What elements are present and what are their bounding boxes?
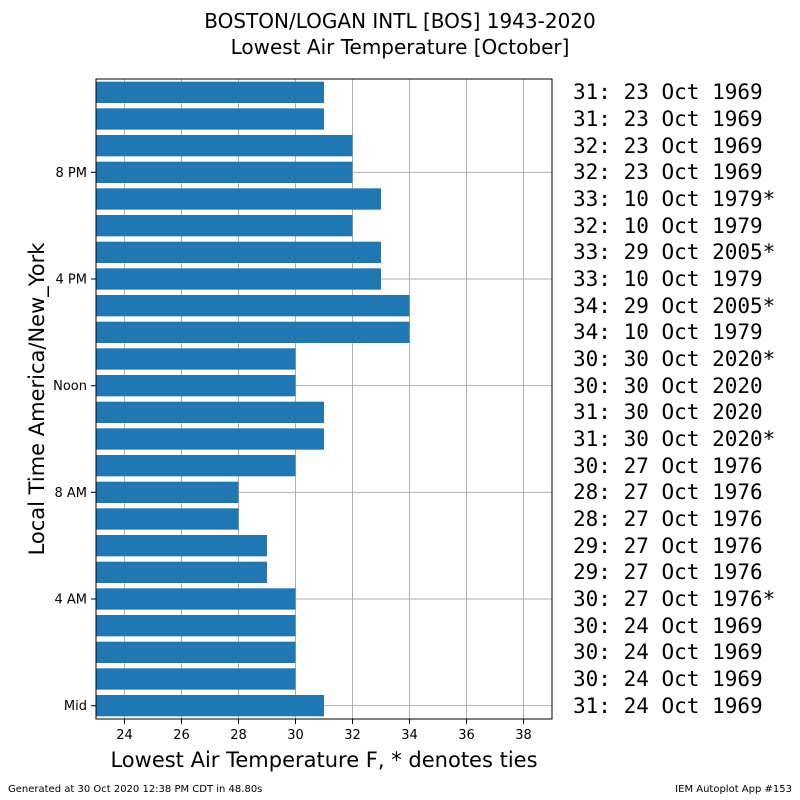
bar (96, 401, 324, 423)
bar (96, 215, 353, 237)
bar (96, 321, 410, 343)
bar (96, 615, 296, 637)
bar (96, 188, 381, 210)
x-tick-label: 36 (458, 728, 475, 743)
annotation-line: 32: 10 Oct 1979 (573, 213, 763, 238)
bar (96, 241, 381, 263)
bar (96, 348, 296, 370)
bar (96, 81, 324, 103)
x-tick-label: 28 (230, 728, 247, 743)
annotation-line: 34: 10 Oct 1979 (573, 320, 763, 345)
annotation-line: 33: 10 Oct 1979* (573, 187, 776, 211)
y-axis-label: Local Time America/New_York (25, 242, 50, 556)
x-axis-label: Lowest Air Temperature F, * denotes ties (110, 748, 537, 772)
annotation-line: 31: 23 Oct 1969 (573, 80, 763, 105)
bar (96, 295, 410, 317)
bar (96, 135, 353, 157)
annotation-line: 32: 23 Oct 1969 (573, 133, 763, 158)
footer-app: IEM Autoplot App #153 (675, 784, 792, 795)
annotation-line: 30: 24 Oct 1969 (573, 640, 763, 665)
bar (96, 161, 353, 183)
bar (96, 695, 324, 717)
annotation-line: 33: 29 Oct 2005* (573, 240, 776, 265)
annotation-line: 31: 23 Oct 1969 (573, 107, 763, 131)
bar (96, 481, 239, 503)
y-tick-label: 8 AM (54, 486, 87, 501)
bar (96, 508, 239, 530)
bar (96, 375, 296, 397)
annotation-line: 33: 10 Oct 1979 (573, 267, 763, 291)
y-tick-label: 8 PM (56, 166, 87, 181)
chart-subtitle: Lowest Air Temperature [October] (230, 35, 570, 59)
bars (96, 81, 410, 717)
bar (96, 641, 296, 663)
bar (96, 268, 381, 290)
x-tick-label: 24 (116, 728, 133, 743)
annotation-line: 30: 30 Oct 2020 (573, 373, 763, 398)
bar (96, 668, 296, 690)
annotation-line: 30: 24 Oct 1969 (573, 667, 763, 691)
chart-title: BOSTON/LOGAN INTL [BOS] 1943-2020 (204, 9, 596, 33)
plot-frame (95, 78, 553, 720)
annotation-line: 32: 23 Oct 1969 (573, 160, 763, 185)
y-tick-label: 4 AM (54, 593, 87, 608)
annotation-line: 29: 27 Oct 1976 (573, 560, 763, 585)
bar (96, 561, 267, 583)
annotation-line: 30: 30 Oct 2020* (573, 347, 776, 371)
y-tick-label: Noon (53, 379, 87, 394)
annotation-line: 28: 27 Oct 1976 (573, 480, 763, 505)
x-tick-label: 38 (515, 728, 532, 743)
y-tick-label: Mid (64, 699, 87, 714)
bar (96, 588, 296, 610)
annotation-line: 30: 24 Oct 1969 (573, 613, 763, 638)
bar (96, 455, 296, 477)
y-tick-label: 4 PM (56, 273, 87, 288)
annotation-line: 29: 27 Oct 1976 (573, 533, 763, 558)
annotation-line: 31: 24 Oct 1969 (573, 693, 763, 718)
annotation-line: 34: 29 Oct 2005* (573, 293, 776, 318)
bar (96, 428, 324, 450)
footer-generated: Generated at 30 Oct 2020 12:38 PM CDT in… (8, 784, 263, 795)
annotation-line: 31: 30 Oct 2020 (573, 400, 763, 425)
annotation-line: 30: 27 Oct 1976 (573, 453, 763, 478)
bar (96, 535, 267, 557)
x-tick-label: 34 (401, 728, 418, 743)
annotation-line: 31: 30 Oct 2020* (573, 427, 776, 451)
annotation-line: 28: 27 Oct 1976 (573, 507, 763, 531)
x-tick-label: 30 (287, 728, 304, 743)
ticks: 24 26 28 30 32 34 36 38 Mid 4 AM 8 AM Noon 4 PM 8 PM (53, 166, 532, 743)
x-tick-label: 32 (344, 728, 361, 743)
annotation-line: 30: 27 Oct 1976* (573, 587, 776, 611)
x-tick-label: 26 (173, 728, 190, 743)
bar (96, 108, 324, 130)
